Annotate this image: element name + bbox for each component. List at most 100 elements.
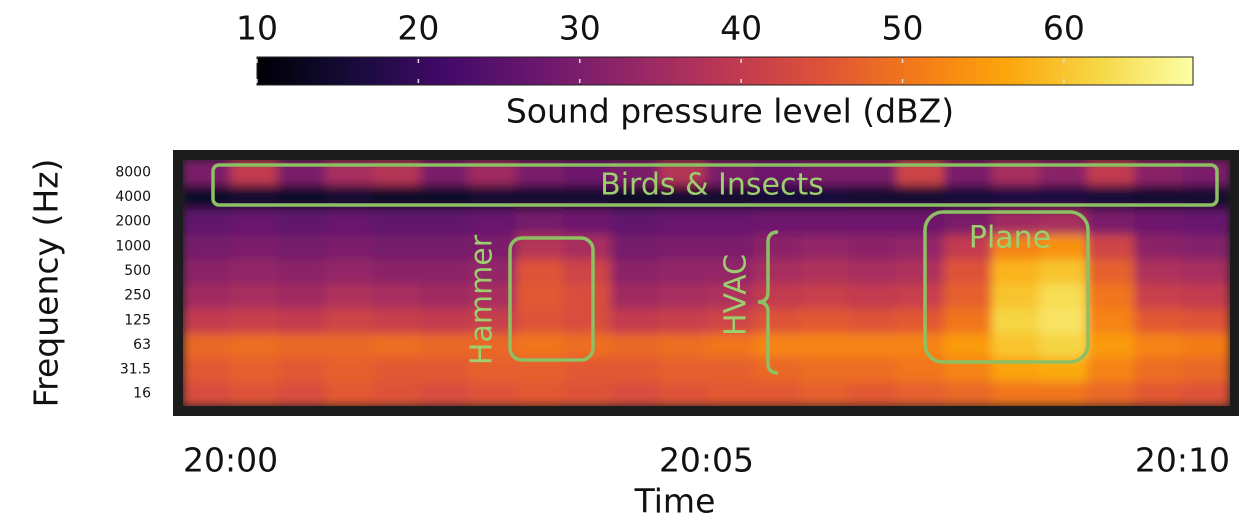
- x-axis-label: Time: [634, 482, 716, 521]
- annotation-label: Hammer: [465, 234, 500, 365]
- heatmap-cell: [372, 356, 422, 383]
- heatmap-cell: [801, 282, 850, 309]
- heatmap-cell: [658, 332, 707, 358]
- heatmap-cell: [753, 381, 803, 406]
- heatmap-cell: [991, 307, 1041, 334]
- y-tick-label: 16: [133, 386, 151, 402]
- heatmap-cell: [801, 258, 850, 284]
- heatmap-cell: [1181, 208, 1230, 235]
- heatmap-cell: [753, 356, 803, 383]
- heatmap-cell: [468, 356, 517, 383]
- annotation-label: Birds & Insects: [600, 168, 824, 203]
- heatmap-cell: [468, 381, 517, 406]
- annotation-box: [923, 210, 1090, 364]
- y-tick-label: 1000: [115, 238, 151, 254]
- heatmap-cell: [1181, 307, 1230, 334]
- heatmap-cells: [183, 160, 1230, 406]
- y-tick-label: 125: [124, 312, 151, 328]
- heatmap-cell: [420, 258, 470, 284]
- heatmap-cell: [753, 233, 803, 260]
- heatmap-cell: [325, 307, 374, 334]
- heatmap-cell: [183, 233, 232, 260]
- heatmap-cell: [1134, 282, 1183, 309]
- heatmap-cell: [183, 307, 232, 334]
- heatmap-cell: [230, 233, 279, 260]
- y-tick-label: 250: [124, 288, 151, 304]
- heatmap-cell: [610, 282, 660, 309]
- heatmap-cell: [610, 356, 660, 383]
- heatmap-cell: [848, 332, 898, 358]
- heatmap-cell: [372, 307, 422, 334]
- heatmap-cell: [943, 332, 993, 358]
- heatmap-cell: [1086, 381, 1136, 406]
- colorbar: [256, 56, 1194, 86]
- heatmap-cell: [183, 208, 232, 235]
- heatmap-cell: [1181, 381, 1230, 406]
- heatmap-cell: [848, 208, 898, 235]
- heatmap-cell: [706, 282, 755, 309]
- heatmap-cell: [706, 307, 755, 334]
- heatmap-cell: [372, 208, 422, 235]
- heatmap-cell: [801, 356, 850, 383]
- heatmap-cell: [896, 233, 945, 260]
- y-tick-label: 8000: [115, 164, 151, 180]
- heatmap-cell: [277, 233, 327, 260]
- heatmap-cell: [372, 282, 422, 309]
- heatmap-cell: [753, 282, 803, 309]
- heatmap-cell: [610, 233, 660, 260]
- heatmap-cell: [1134, 332, 1183, 358]
- heatmap-cell: [230, 381, 279, 406]
- heatmap-cell: [943, 258, 993, 284]
- heatmap-cell: [230, 332, 279, 358]
- heatmap-cell: [420, 381, 470, 406]
- heatmap-cell: [230, 208, 279, 235]
- heatmap-cell: [753, 208, 803, 235]
- heatmap-cell: [658, 307, 707, 334]
- heatmap-cell: [515, 282, 565, 309]
- heatmap-cell: [1181, 233, 1230, 260]
- y-axis-label: Frequency (Hz): [27, 159, 66, 408]
- heatmap-cell: [943, 381, 993, 406]
- heatmap-cell: [277, 356, 327, 383]
- heatmap-cell: [706, 233, 755, 260]
- heatmap-cell: [230, 282, 279, 309]
- heatmap-cell: [230, 356, 279, 383]
- colorbar-tick-label: 60: [1043, 9, 1085, 48]
- x-tick-label: 20:00: [183, 441, 278, 480]
- heatmap-cell: [658, 381, 707, 406]
- heatmap-cell: [801, 332, 850, 358]
- annotation-box: [211, 163, 1219, 207]
- y-tick-label: 2000: [115, 214, 151, 230]
- heatmap-cell: [896, 258, 945, 284]
- heatmap-cell: [991, 381, 1041, 406]
- heatmap-cell: [1039, 381, 1088, 406]
- heatmap-cell: [420, 332, 470, 358]
- heatmap-cell: [610, 208, 660, 235]
- heatmap-cell: [325, 282, 374, 309]
- heatmap-cell: [325, 356, 374, 383]
- heatmap-cell: [1039, 233, 1088, 260]
- y-tick-label: 63: [133, 337, 151, 353]
- heatmap-cell: [753, 307, 803, 334]
- heatmap-cell: [420, 233, 470, 260]
- heatmap-cell: [896, 307, 945, 334]
- y-tick-label: 4000: [115, 189, 151, 205]
- heatmap-cell: [372, 332, 422, 358]
- heatmap-cell: [515, 381, 565, 406]
- heatmap-cell: [991, 258, 1041, 284]
- y-tick-label: 500: [124, 263, 151, 279]
- colorbar-tick-label: 20: [397, 9, 439, 48]
- heatmap-cell: [1086, 258, 1136, 284]
- heatmap-cell: [706, 381, 755, 406]
- annotation-brace: [757, 230, 779, 375]
- heatmap-cell: [420, 307, 470, 334]
- heatmap-cell: [563, 282, 612, 309]
- heatmap-cell: [1086, 208, 1136, 235]
- heatmap-cell: [183, 332, 232, 358]
- heatmap-cell: [183, 282, 232, 309]
- heatmap-cell: [1039, 332, 1088, 358]
- heatmap-cell: [325, 208, 374, 235]
- heatmap-cell: [1134, 233, 1183, 260]
- colorbar-tick-label: 30: [559, 9, 601, 48]
